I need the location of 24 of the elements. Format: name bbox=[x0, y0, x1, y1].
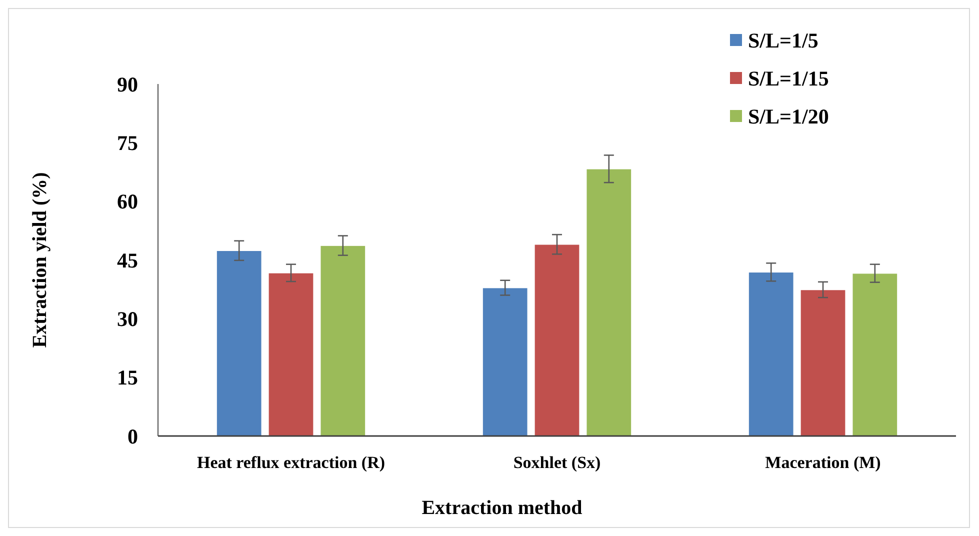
y-tick-label: 90 bbox=[117, 72, 138, 96]
legend-label: S/L=1/5 bbox=[748, 28, 818, 52]
bar bbox=[800, 289, 846, 436]
y-axis-title: Extraction yield (%) bbox=[29, 172, 51, 348]
bar bbox=[268, 272, 314, 436]
bar bbox=[320, 245, 366, 436]
x-tick-label: Soxhlet (Sx) bbox=[513, 453, 601, 472]
bar bbox=[748, 272, 794, 436]
y-tick-label: 60 bbox=[117, 190, 138, 214]
bar bbox=[482, 287, 528, 436]
x-tick-label: Maceration (M) bbox=[765, 453, 881, 472]
legend-label: S/L=1/15 bbox=[748, 66, 829, 90]
bar bbox=[586, 168, 632, 436]
y-tick-label: 15 bbox=[117, 366, 138, 390]
bar bbox=[534, 244, 580, 436]
x-tick-label: Heat reflux extraction (R) bbox=[196, 453, 386, 472]
y-tick-label: 45 bbox=[117, 248, 138, 272]
y-tick-label: 75 bbox=[117, 131, 138, 156]
legend-label: S/L=1/20 bbox=[748, 104, 829, 128]
y-tick-label: 30 bbox=[117, 307, 138, 332]
x-axis-title: Extraction method bbox=[422, 497, 582, 519]
bar bbox=[852, 272, 898, 436]
y-tick-label: 0 bbox=[128, 424, 138, 448]
bar bbox=[216, 250, 262, 436]
